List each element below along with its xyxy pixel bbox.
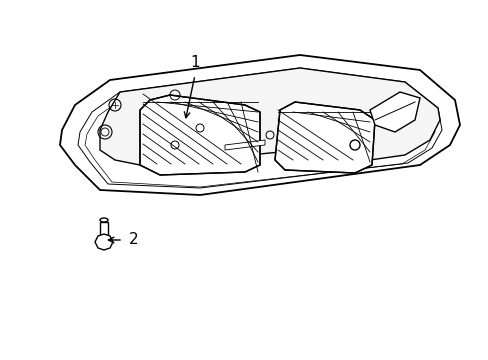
Polygon shape <box>224 140 264 150</box>
Polygon shape <box>274 102 374 173</box>
Polygon shape <box>140 95 260 175</box>
Polygon shape <box>100 222 108 242</box>
Polygon shape <box>100 68 439 165</box>
Polygon shape <box>369 92 419 132</box>
Polygon shape <box>95 234 113 250</box>
Text: 2: 2 <box>129 233 138 248</box>
Polygon shape <box>60 55 459 195</box>
Text: 1: 1 <box>190 55 200 70</box>
Ellipse shape <box>100 218 108 222</box>
